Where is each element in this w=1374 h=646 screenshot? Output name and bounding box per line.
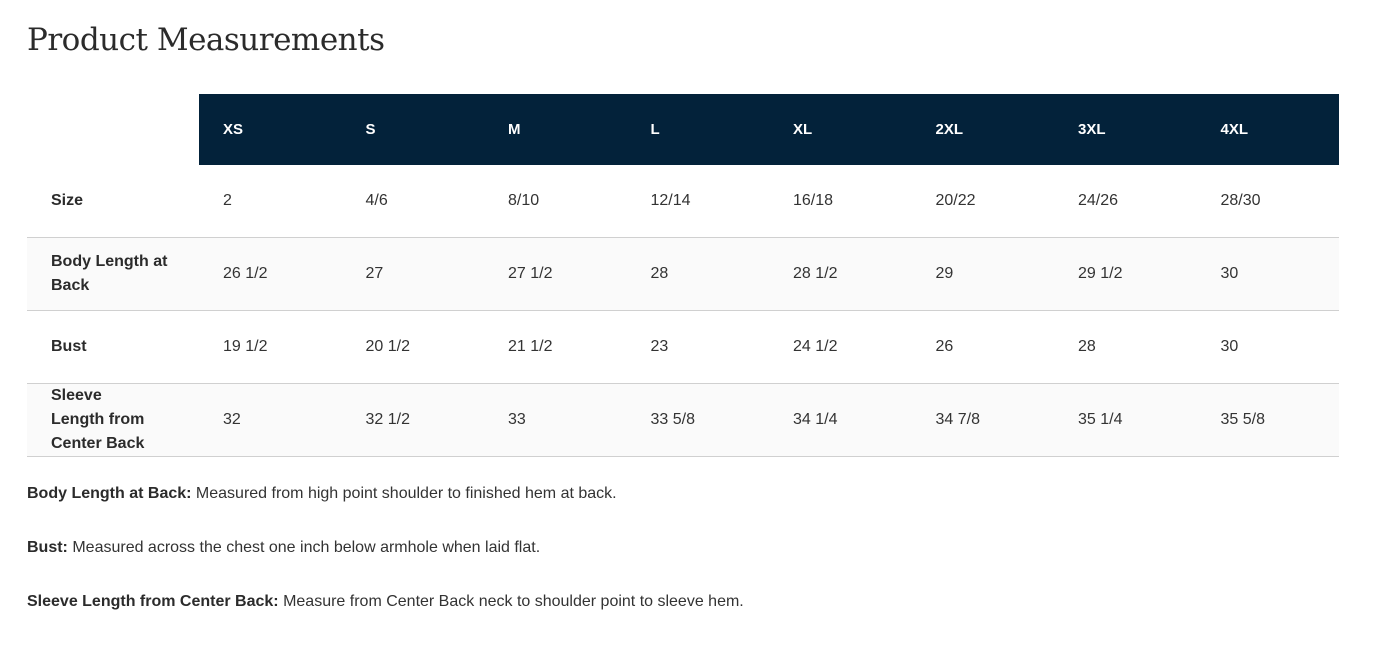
note: Body Length at Back: Measured from high … — [27, 484, 744, 504]
cell: 27 — [341, 237, 484, 311]
cell: 26 — [911, 310, 1054, 384]
row-label: Bust — [27, 310, 199, 384]
note: Sleeve Length from Center Back: Measure … — [27, 592, 744, 612]
cell: 28 1/2 — [769, 237, 912, 311]
cell: 28 — [1054, 310, 1197, 384]
cell: 2 — [199, 165, 342, 238]
row-label: Body Length at Back — [27, 237, 199, 311]
cell: 28 — [626, 237, 769, 311]
cell: 23 — [626, 310, 769, 384]
cell: 35 5/8 — [1196, 383, 1339, 457]
page-title: Product Measurements — [27, 22, 385, 58]
header-xs: XS — [199, 94, 342, 165]
table-row: Body Length at Back 26 1/2 27 27 1/2 28 28 1/… — [27, 237, 1339, 311]
notes: Body Length at Back: Measured from high … — [27, 484, 744, 646]
cell: 30 — [1196, 310, 1339, 384]
cell: 26 1/2 — [199, 237, 342, 311]
cell: 32 — [199, 383, 342, 457]
header-blank — [27, 94, 199, 165]
cell: 30 — [1196, 237, 1339, 311]
note-term: Body Length at Back: — [27, 485, 192, 502]
cell: 19 1/2 — [199, 310, 342, 384]
note: Bust: Measured across the chest one inch… — [27, 538, 744, 558]
table-row: Sleeve Length from Center Back 32 32 1/2 33… — [27, 383, 1339, 457]
cell: 29 — [911, 237, 1054, 311]
note-text: Measure from Center Back neck to shoulde… — [278, 593, 744, 610]
cell: 16/18 — [769, 165, 912, 238]
cell: 34 1/4 — [769, 383, 912, 457]
cell: 27 1/2 — [484, 237, 627, 311]
cell: 29 1/2 — [1054, 237, 1197, 311]
cell: 33 5/8 — [626, 383, 769, 457]
header-xl: XL — [769, 94, 912, 165]
measurements-table: XS S M L XL 2XL 3XL 4XL Size 2 4/6 8/10 12/14 16/18 2… — [27, 94, 1339, 457]
cell: 24/26 — [1054, 165, 1197, 238]
row-label: Size — [27, 165, 199, 238]
cell: 32 1/2 — [341, 383, 484, 457]
header-row: XS S M L XL 2XL 3XL 4XL — [27, 94, 1339, 165]
header-4xl: 4XL — [1196, 94, 1339, 165]
cell: 33 — [484, 383, 627, 457]
cell: 20/22 — [911, 165, 1054, 238]
note-term: Bust: — [27, 539, 68, 556]
cell: 8/10 — [484, 165, 627, 238]
note-text: Measured across the chest one inch below… — [67, 539, 541, 556]
row-label: Sleeve Length from Center Back — [27, 383, 199, 457]
table-row: Bust 19 1/2 20 1/2 21 1/2 23 24 1/2 26 28 30 — [27, 310, 1339, 384]
cell: 21 1/2 — [484, 310, 627, 384]
header-2xl: 2XL — [911, 94, 1054, 165]
cell: 34 7/8 — [911, 383, 1054, 457]
note-text: Measured from high point shoulder to fin… — [191, 485, 617, 502]
cell: 20 1/2 — [341, 310, 484, 384]
cell: 28/30 — [1196, 165, 1339, 238]
header-s: S — [341, 94, 484, 165]
header-m: M — [484, 94, 627, 165]
cell: 4/6 — [341, 165, 484, 238]
note-term: Sleeve Length from Center Back: — [27, 593, 279, 610]
cell: 24 1/2 — [769, 310, 912, 384]
cell: 12/14 — [626, 165, 769, 238]
cell: 35 1/4 — [1054, 383, 1197, 457]
header-l: L — [626, 94, 769, 165]
header-3xl: 3XL — [1054, 94, 1197, 165]
table-row: Size 2 4/6 8/10 12/14 16/18 20/22 24/26 28/30 — [27, 165, 1339, 238]
